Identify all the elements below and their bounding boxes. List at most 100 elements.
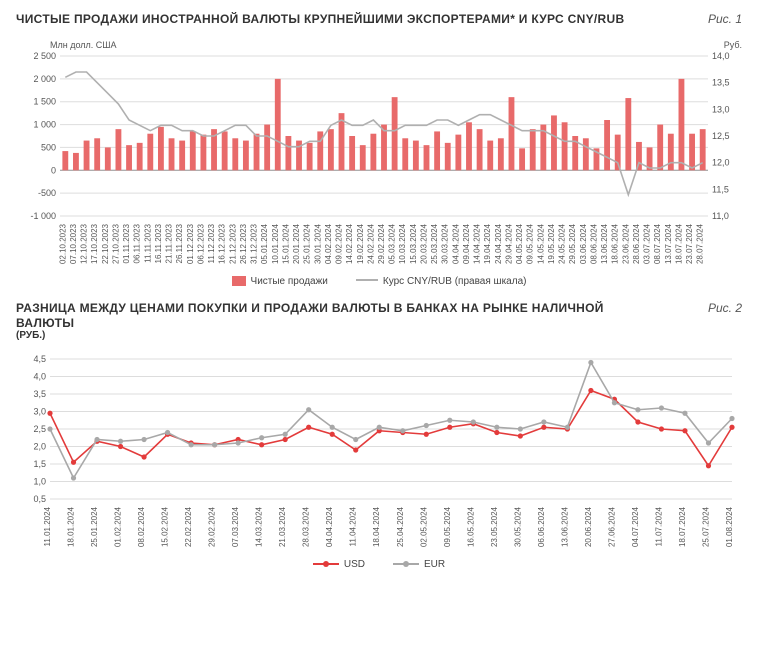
svg-text:12,5: 12,5 (712, 131, 730, 141)
svg-text:11.07.2024: 11.07.2024 (654, 506, 663, 546)
svg-text:18.07.2024: 18.07.2024 (674, 223, 683, 264)
svg-text:19.04.2024: 19.04.2024 (483, 223, 492, 264)
svg-text:22.02.2024: 22.02.2024 (184, 506, 193, 547)
svg-text:25.07.2024: 25.07.2024 (701, 506, 710, 547)
svg-text:15.03.2024: 15.03.2024 (409, 223, 418, 264)
svg-text:09.02.2024: 09.02.2024 (335, 223, 344, 264)
svg-text:10.01.2024: 10.01.2024 (271, 223, 280, 264)
svg-text:2 000: 2 000 (33, 73, 56, 83)
svg-text:09.05.2024: 09.05.2024 (526, 223, 535, 264)
svg-text:06.12.2023: 06.12.2023 (196, 223, 205, 264)
svg-text:03.07.2024: 03.07.2024 (643, 223, 652, 264)
chart1-yright-title: Руб. (724, 40, 742, 50)
svg-text:4,0: 4,0 (33, 371, 46, 381)
svg-text:3,5: 3,5 (33, 389, 46, 399)
chart1-legend: Чистые продажи Курс CNY/RUB (правая шкал… (16, 276, 742, 287)
chart1-title: ЧИСТЫЕ ПРОДАЖИ ИНОСТРАННОЙ ВАЛЮТЫ КРУПНЕ… (16, 12, 624, 28)
svg-text:01.11.2023: 01.11.2023 (122, 223, 131, 263)
svg-text:17.10.2023: 17.10.2023 (90, 223, 99, 264)
svg-text:30.01.2024: 30.01.2024 (313, 223, 322, 264)
svg-text:14.05.2024: 14.05.2024 (536, 223, 545, 264)
svg-text:28.06.2024: 28.06.2024 (632, 223, 641, 264)
svg-text:07.10.2023: 07.10.2023 (69, 223, 78, 264)
svg-text:15.02.2024: 15.02.2024 (161, 506, 170, 547)
svg-text:26.12.2023: 26.12.2023 (239, 223, 248, 264)
svg-text:2,0: 2,0 (33, 441, 46, 451)
svg-text:04.07.2024: 04.07.2024 (631, 506, 640, 547)
svg-text:09.04.2024: 09.04.2024 (462, 223, 471, 264)
svg-text:11.11.2023: 11.11.2023 (143, 223, 152, 262)
svg-text:31.12.2023: 31.12.2023 (250, 223, 259, 264)
svg-text:13,5: 13,5 (712, 77, 730, 87)
chart2-wrap: 0,51,01,52,02,53,03,54,04,511.01.202418.… (16, 347, 742, 557)
chart1-fig-label: Рис. 1 (708, 12, 742, 26)
svg-text:15.01.2024: 15.01.2024 (281, 223, 290, 264)
svg-text:04.04.2024: 04.04.2024 (325, 506, 334, 547)
svg-text:14,0: 14,0 (712, 51, 730, 61)
svg-text:08.07.2024: 08.07.2024 (653, 223, 662, 264)
svg-text:25.03.2024: 25.03.2024 (430, 223, 439, 264)
svg-text:19.02.2024: 19.02.2024 (356, 223, 365, 264)
svg-text:11.12.2023: 11.12.2023 (207, 223, 216, 263)
svg-text:01.02.2024: 01.02.2024 (114, 506, 123, 547)
svg-text:11.04.2024: 11.04.2024 (349, 506, 358, 546)
svg-text:23.05.2024: 23.05.2024 (490, 506, 499, 547)
svg-text:04.05.2024: 04.05.2024 (515, 223, 524, 264)
svg-text:25.04.2024: 25.04.2024 (396, 506, 405, 547)
legend-usd: USD (313, 559, 365, 570)
svg-text:16.11.2023: 16.11.2023 (154, 223, 163, 263)
svg-text:13.06.2024: 13.06.2024 (600, 223, 609, 264)
svg-text:-500: -500 (38, 188, 56, 198)
chart2-svg: 0,51,01,52,02,53,03,54,04,511.01.202418.… (16, 347, 742, 557)
svg-text:30.05.2024: 30.05.2024 (513, 506, 522, 547)
svg-text:2,5: 2,5 (33, 424, 46, 434)
svg-text:14.03.2024: 14.03.2024 (255, 506, 264, 547)
legend-usd-label: USD (344, 559, 365, 570)
svg-text:30.03.2024: 30.03.2024 (441, 223, 450, 264)
svg-text:18.06.2024: 18.06.2024 (611, 223, 620, 264)
svg-text:12,0: 12,0 (712, 157, 730, 167)
svg-text:06.11.2023: 06.11.2023 (133, 223, 142, 263)
svg-text:21.03.2024: 21.03.2024 (278, 506, 287, 547)
chart1-header: ЧИСТЫЕ ПРОДАЖИ ИНОСТРАННОЙ ВАЛЮТЫ КРУПНЕ… (16, 12, 742, 28)
svg-text:29.04.2024: 29.04.2024 (504, 223, 513, 264)
svg-text:25.01.2024: 25.01.2024 (90, 506, 99, 547)
svg-text:1,5: 1,5 (33, 459, 46, 469)
svg-text:13.07.2024: 13.07.2024 (664, 223, 673, 264)
svg-text:24.04.2024: 24.04.2024 (494, 223, 503, 264)
svg-text:05.01.2024: 05.01.2024 (260, 223, 269, 264)
svg-text:05.03.2024: 05.03.2024 (388, 223, 397, 264)
legend-bars: Чистые продажи (232, 276, 328, 287)
svg-text:01.12.2023: 01.12.2023 (186, 223, 195, 264)
svg-text:02.10.2023: 02.10.2023 (58, 223, 67, 264)
svg-text:500: 500 (41, 142, 56, 152)
svg-text:18.01.2024: 18.01.2024 (67, 506, 76, 547)
chart2-title: РАЗНИЦА МЕЖДУ ЦЕНАМИ ПОКУПКИ И ПРОДАЖИ В… (16, 301, 636, 332)
svg-text:18.07.2024: 18.07.2024 (678, 506, 687, 547)
svg-text:11.01.2024: 11.01.2024 (43, 506, 52, 546)
chart2-legend: USD EUR (16, 559, 742, 570)
svg-text:04.04.2024: 04.04.2024 (451, 223, 460, 264)
svg-text:12.10.2023: 12.10.2023 (80, 223, 89, 264)
svg-text:21.11.2023: 21.11.2023 (165, 223, 174, 263)
svg-text:0,5: 0,5 (33, 494, 46, 504)
legend-line: Курс CNY/RUB (правая шкала) (356, 276, 527, 287)
svg-text:10.03.2024: 10.03.2024 (398, 223, 407, 264)
chart1-yleft-title: Млн долл. США (50, 40, 117, 50)
chart2-header: РАЗНИЦА МЕЖДУ ЦЕНАМИ ПОКУПКИ И ПРОДАЖИ В… (16, 301, 742, 341)
svg-text:25.01.2024: 25.01.2024 (303, 223, 312, 264)
svg-text:03.06.2024: 03.06.2024 (579, 223, 588, 264)
svg-text:28.07.2024: 28.07.2024 (696, 223, 705, 264)
svg-text:1 000: 1 000 (33, 119, 56, 129)
svg-text:2 500: 2 500 (33, 51, 56, 61)
svg-text:28.03.2024: 28.03.2024 (302, 506, 311, 547)
svg-text:24.05.2024: 24.05.2024 (558, 223, 567, 264)
svg-text:08.02.2024: 08.02.2024 (137, 506, 146, 547)
svg-text:01.08.2024: 01.08.2024 (725, 506, 734, 547)
chart1-wrap: Млн долл. США Руб. -1 000-50005001 0001 … (16, 34, 742, 274)
legend-eur: EUR (393, 559, 445, 570)
svg-text:21.12.2023: 21.12.2023 (228, 223, 237, 264)
svg-text:3,0: 3,0 (33, 406, 46, 416)
svg-text:26.11.2023: 26.11.2023 (175, 223, 184, 263)
legend-line-label: Курс CNY/RUB (правая шкала) (383, 276, 527, 287)
